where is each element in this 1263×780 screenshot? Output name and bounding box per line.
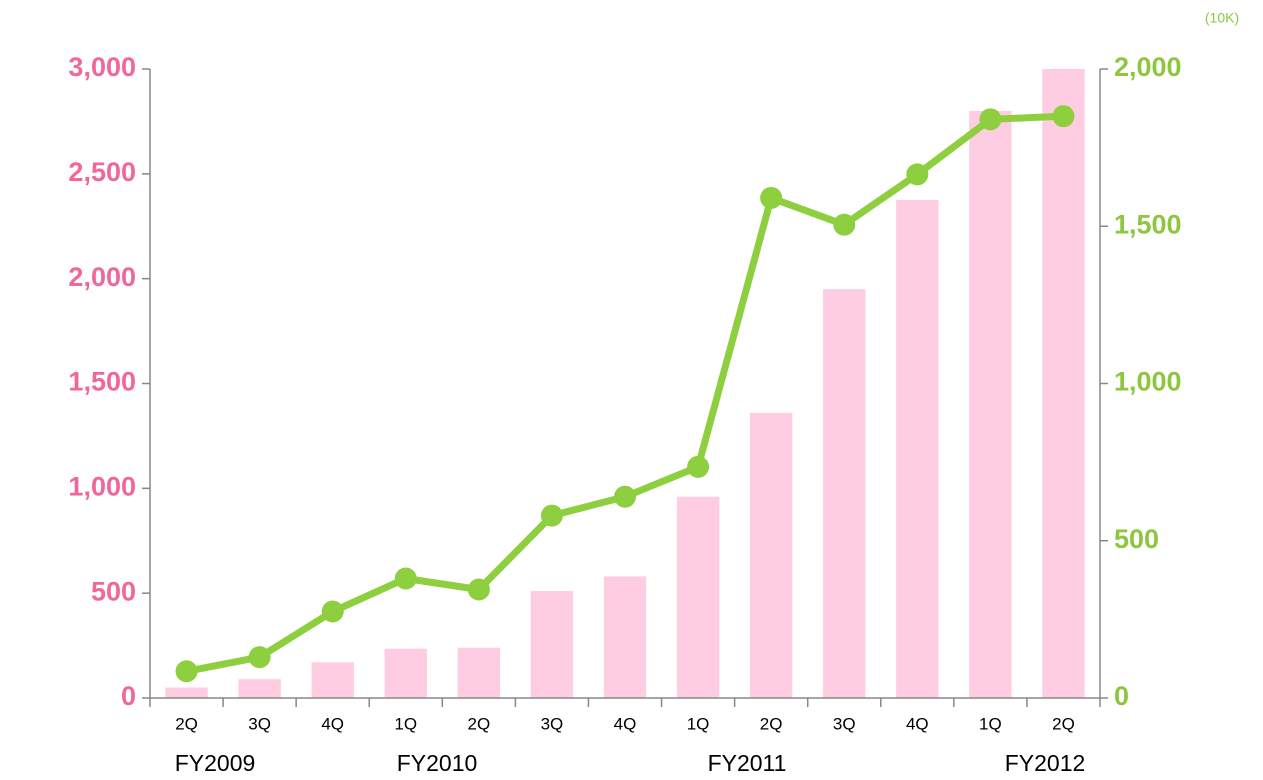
y2-tick-label: 1,500: [1114, 209, 1182, 239]
line-point: [321, 600, 344, 623]
line-point: [1052, 105, 1075, 128]
bar: [603, 576, 647, 698]
y-tick-label: 1,000: [68, 471, 136, 501]
x-tick-label: 2Q: [1052, 714, 1075, 733]
bar: [896, 200, 939, 698]
y-tick-label: 500: [91, 576, 136, 606]
bar: [165, 687, 208, 698]
line-point: [540, 504, 563, 527]
line-point: [614, 485, 636, 508]
line-point: [906, 163, 929, 186]
x-tick-label: 3Q: [248, 714, 271, 733]
group-label: FY2011: [708, 750, 787, 776]
y-tick-label: 0: [121, 681, 136, 711]
line-point: [760, 186, 783, 209]
group-label: FY2009: [175, 750, 256, 776]
bar: [384, 648, 427, 698]
y2-tick-label: 1,000: [1114, 367, 1182, 397]
line-point: [175, 660, 198, 683]
line-point: [687, 455, 710, 478]
x-tick-label: 2Q: [760, 714, 783, 733]
x-tick-label: 1Q: [394, 714, 417, 733]
x-tick-label: 3Q: [833, 714, 856, 733]
line-point: [248, 646, 271, 669]
line-point: [394, 567, 417, 590]
unit-label: (10K): [1205, 10, 1239, 26]
y-tick-label: 2,000: [68, 262, 136, 292]
x-tick-label: 1Q: [687, 714, 710, 733]
x-tick-label: 4Q: [614, 714, 637, 733]
group-label: FY2010: [397, 750, 478, 776]
x-tick-label: 1Q: [979, 714, 1002, 733]
line-point: [833, 213, 856, 236]
bar: [1042, 69, 1085, 698]
bar: [238, 679, 281, 698]
x-tick-label: 4Q: [321, 714, 344, 733]
bar: [969, 110, 1012, 698]
bar: [676, 496, 720, 698]
x-tick-label: 3Q: [541, 714, 564, 733]
y-tick-label: 1,500: [68, 367, 136, 397]
y2-tick-label: 2,000: [1114, 52, 1182, 82]
bar: [311, 662, 354, 698]
bar: [823, 289, 866, 698]
bar: [749, 412, 793, 698]
line-point: [467, 578, 490, 601]
bar: [530, 591, 574, 698]
bar: [457, 647, 501, 698]
x-tick-label: 4Q: [906, 714, 929, 733]
y2-tick-label: 0: [1114, 681, 1129, 711]
line-point: [979, 108, 1002, 131]
group-label: FY2012: [1005, 750, 1086, 776]
y-tick-label: 3,000: [68, 52, 136, 82]
x-tick-label: 2Q: [468, 714, 491, 733]
y-tick-label: 2,500: [68, 157, 136, 187]
x-tick-label: 2Q: [175, 714, 198, 733]
y2-tick-label: 500: [1114, 524, 1159, 554]
